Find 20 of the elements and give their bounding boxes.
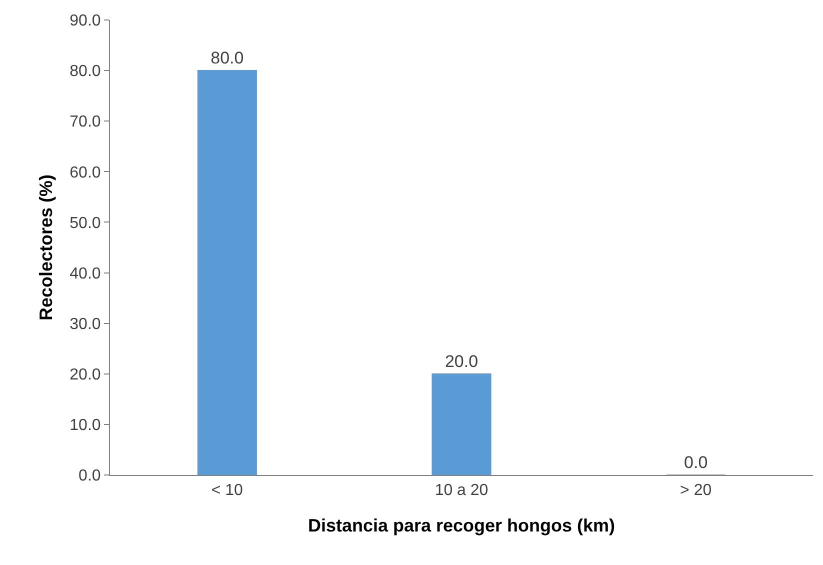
x-tick-label: 10 a 20 (434, 482, 488, 500)
y-tick-label: 70.0 (70, 114, 101, 131)
data-label: 0.0 (684, 453, 708, 472)
y-tick-label: 30.0 (70, 316, 101, 333)
x-tick-label: < 10 (211, 482, 244, 500)
y-tick-label: 80.0 (70, 63, 101, 80)
bar (432, 373, 492, 475)
bar (197, 70, 257, 475)
y-tick-label: 60.0 (70, 164, 101, 182)
y-tick-label: 10.0 (70, 417, 101, 434)
y-tick-label: 90.0 (70, 12, 101, 30)
x-axis-title: Distancia para recoger hongos (km) (308, 515, 616, 536)
y-tick-label: 40.0 (70, 265, 101, 282)
data-label: 80.0 (210, 48, 244, 68)
y-tick-label: 20.0 (70, 366, 101, 384)
data-label: 20.0 (444, 352, 478, 371)
y-tick-label: 50.0 (70, 214, 101, 232)
x-tick-label: > 20 (680, 482, 712, 500)
y-axis-title: Recolectores (%) (36, 174, 56, 321)
y-tick-label: 0.0 (78, 468, 101, 485)
